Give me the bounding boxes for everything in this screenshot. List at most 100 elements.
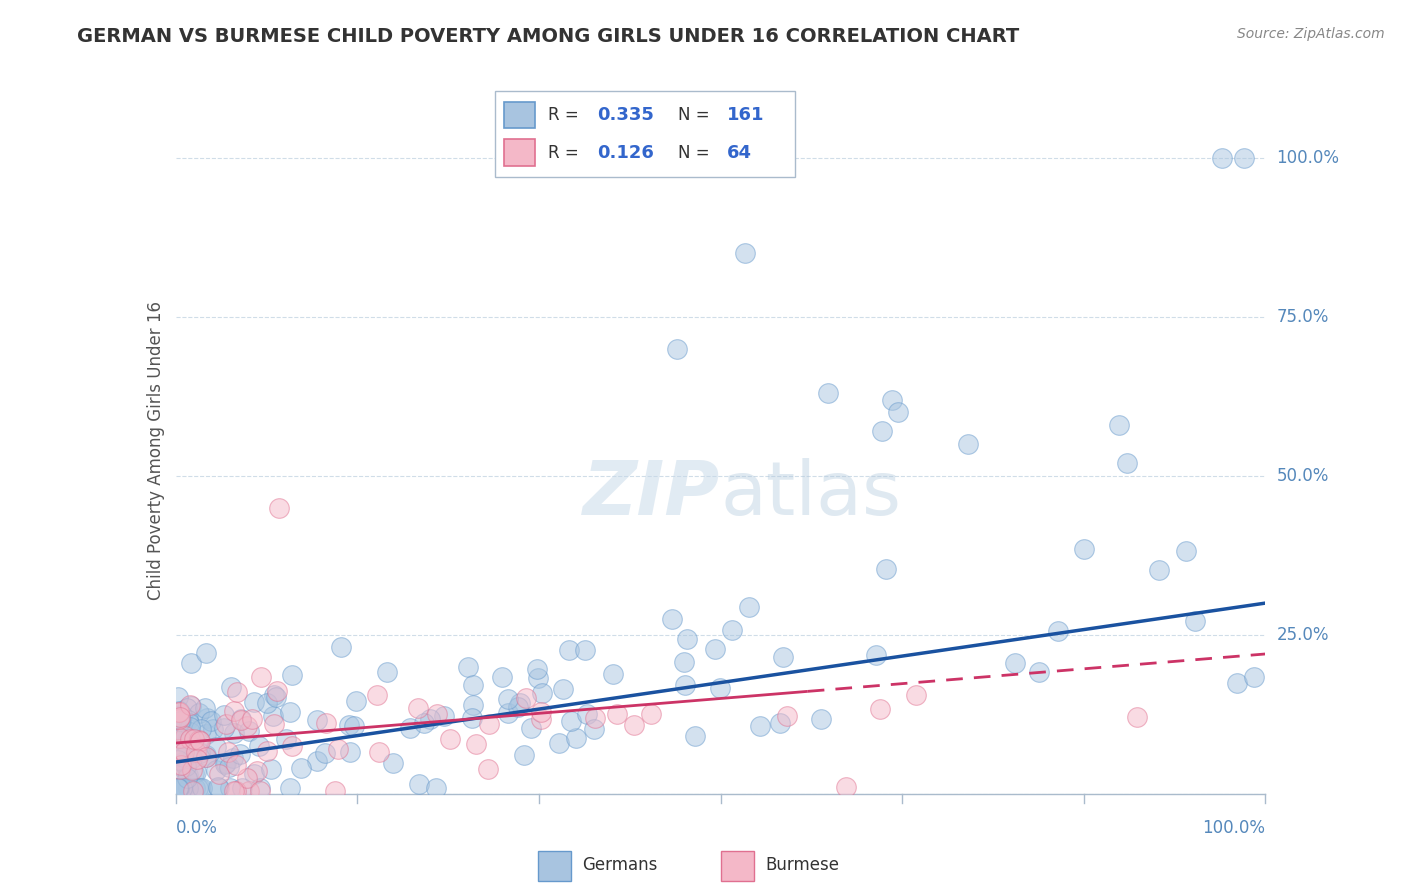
Point (661, 612, 683, 626)
Point (240, 712, 263, 726)
Point (513, 748, 536, 763)
Point (167, 705, 190, 719)
Point (314, 746, 336, 760)
Text: atlas: atlas (721, 458, 901, 532)
Point (170, 707, 193, 722)
Point (382, 756, 405, 770)
Point (425, 780, 447, 795)
Point (496, 692, 519, 706)
Point (170, 719, 193, 733)
Point (188, 780, 211, 795)
Point (231, 780, 253, 795)
Point (172, 756, 194, 770)
Point (226, 685, 249, 699)
Point (326, 741, 349, 756)
Point (676, 632, 699, 646)
Point (346, 694, 368, 708)
Point (179, 698, 201, 712)
Text: ZIP: ZIP (583, 458, 721, 532)
Point (515, 691, 537, 706)
Point (623, 718, 645, 732)
Point (181, 763, 204, 777)
Point (247, 739, 270, 754)
Point (187, 780, 209, 795)
Point (167, 780, 190, 795)
Point (217, 745, 239, 759)
Point (399, 721, 422, 735)
Text: Source: ZipAtlas.com: Source: ZipAtlas.com (1237, 27, 1385, 41)
Point (263, 717, 285, 731)
Point (1184, 614, 1206, 628)
Point (256, 696, 278, 710)
Text: 0.335: 0.335 (598, 106, 654, 124)
Point (238, 723, 260, 738)
Point (278, 780, 301, 795)
Point (170, 773, 193, 788)
Point (734, 246, 756, 260)
Point (200, 714, 222, 728)
Point (238, 783, 260, 797)
Point (202, 722, 225, 736)
Point (1047, 624, 1070, 638)
Point (195, 750, 218, 764)
Point (215, 717, 238, 731)
Point (218, 760, 240, 774)
Point (250, 670, 273, 684)
Point (602, 666, 624, 681)
Point (574, 643, 596, 657)
Point (463, 678, 485, 692)
Point (176, 771, 198, 785)
Point (1147, 563, 1170, 577)
Point (509, 696, 531, 710)
Point (267, 500, 290, 515)
Point (264, 690, 287, 704)
Point (461, 711, 484, 725)
Point (176, 701, 198, 715)
Point (477, 762, 499, 776)
Point (413, 715, 436, 730)
Point (184, 745, 207, 759)
Point (1175, 544, 1198, 558)
Point (167, 742, 190, 756)
Point (195, 711, 218, 725)
Point (274, 732, 297, 747)
Point (478, 717, 501, 731)
Point (167, 725, 190, 739)
Point (263, 688, 285, 702)
Point (457, 659, 479, 673)
FancyBboxPatch shape (538, 851, 571, 881)
Point (366, 688, 388, 702)
Point (557, 643, 579, 657)
Text: 64: 64 (727, 144, 752, 161)
Point (169, 710, 191, 724)
Point (243, 766, 266, 780)
Text: R =: R = (548, 106, 583, 124)
Point (260, 762, 283, 776)
Point (665, 342, 688, 356)
Point (433, 709, 456, 723)
Point (190, 780, 212, 795)
Text: N =: N = (678, 144, 714, 161)
Point (1028, 665, 1050, 679)
Point (188, 746, 211, 760)
Point (205, 763, 228, 777)
Point (167, 753, 190, 767)
Point (229, 747, 252, 762)
Point (530, 712, 553, 726)
Point (551, 681, 574, 696)
Point (281, 739, 304, 753)
Point (177, 780, 200, 795)
Point (508, 700, 530, 714)
Point (672, 655, 695, 669)
Point (222, 751, 245, 765)
Point (905, 688, 928, 702)
Point (498, 706, 520, 720)
Point (266, 684, 288, 698)
Point (170, 714, 193, 729)
Point (1226, 676, 1249, 690)
Point (183, 780, 205, 795)
Point (187, 732, 209, 747)
Point (214, 757, 236, 772)
Point (188, 706, 211, 721)
Point (229, 713, 252, 727)
